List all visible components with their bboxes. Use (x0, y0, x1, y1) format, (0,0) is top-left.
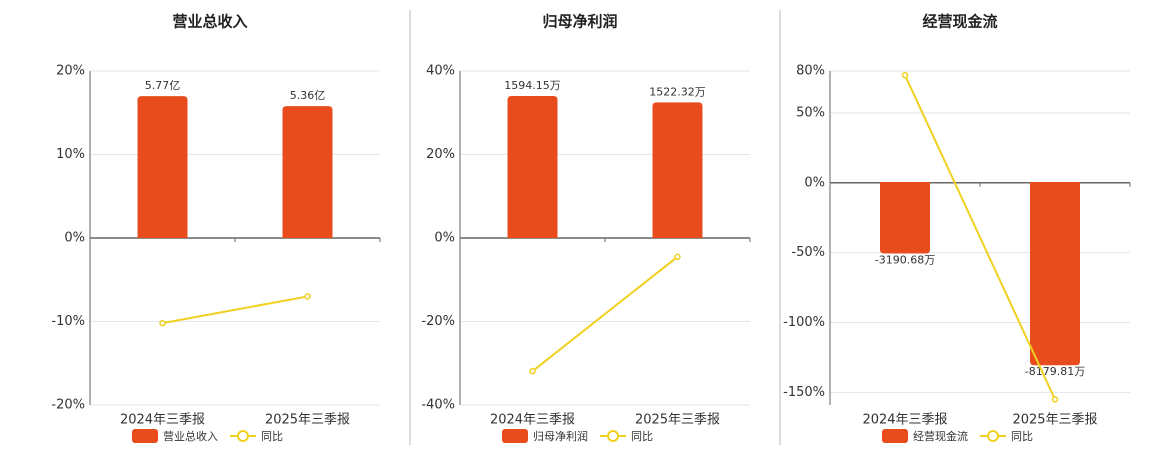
chart: 营业总收入 -20% -10% 0% 10% 20% 2024年三季报 2025年三季报 5.7… (51, 13, 381, 443)
value-label: -8179.81万 (1025, 365, 1085, 378)
x-tick-label: 2024年三季报 (862, 413, 947, 428)
value-label: 5.36亿 (290, 89, 326, 102)
legend-label: 同比 (261, 430, 283, 443)
bar (652, 102, 703, 238)
chart-title: 营业总收入 (172, 13, 247, 31)
line-point (529, 367, 536, 375)
y-tick-label: 40% (426, 64, 455, 79)
y-tick-label: 80% (796, 64, 825, 79)
line-point (674, 253, 681, 261)
legend-label: 经营现金流 (913, 429, 968, 443)
y-tick-label: 20% (56, 64, 85, 79)
y-tick-label: -40% (421, 398, 455, 413)
value-label: 5.77亿 (145, 79, 181, 92)
x-tick-label: 2025年三季报 (635, 413, 720, 428)
legend-swatch (237, 430, 249, 442)
legend-swatch (502, 429, 528, 443)
line-point (901, 71, 909, 79)
x-tick-label: 2024年三季报 (490, 413, 575, 428)
line (531, 256, 679, 372)
value-label: 1594.15万 (504, 79, 561, 92)
line (162, 295, 308, 325)
bar (137, 96, 188, 239)
legend-label: 营业总收入 (163, 429, 218, 443)
legend-swatch (607, 430, 619, 442)
bar (282, 106, 333, 238)
legend-swatch (132, 429, 158, 443)
bar (1030, 181, 1080, 366)
chart: 经营现金流 -150% -100% -50% 0% 50% 80% 2024年三季报 2025年… (783, 13, 1131, 443)
bar (880, 181, 930, 254)
legend-label: 归母净利润 (533, 429, 588, 443)
y-tick-label: 20% (426, 147, 455, 162)
x-tick-label: 2025年三季报 (1012, 413, 1097, 428)
y-tick-label: -10% (51, 314, 85, 329)
bar (507, 96, 558, 238)
x-tick-label: 2025年三季报 (265, 413, 350, 428)
y-tick-label: 10% (56, 147, 85, 162)
y-tick-label: -100% (783, 315, 825, 330)
chart: 归母净利润 -40% -20% 0% 20% 40% 2024年三季报 2025年三季报 159… (421, 13, 751, 443)
value-label: 1522.32万 (649, 85, 706, 98)
chart-title: 经营现金流 (922, 13, 997, 31)
y-tick-label: 0% (64, 231, 85, 246)
legend-swatch (987, 430, 999, 442)
line-point (304, 293, 311, 300)
y-tick-label: -150% (783, 385, 825, 400)
line-point (1051, 396, 1059, 403)
chart-title: 归母净利润 (542, 13, 617, 31)
y-tick-label: -20% (51, 398, 85, 413)
legend-label: 同比 (631, 430, 653, 443)
y-tick-label: 50% (796, 105, 825, 120)
y-tick-label: 0% (434, 231, 455, 246)
y-tick-label: 0% (804, 175, 825, 190)
line (904, 74, 1056, 400)
line-point (159, 319, 166, 327)
legend-swatch (882, 429, 908, 443)
value-label: -3190.68万 (875, 253, 935, 266)
x-tick-label: 2024年三季报 (120, 413, 205, 428)
legend-label: 同比 (1011, 430, 1033, 443)
y-tick-label: -20% (421, 314, 455, 329)
y-tick-label: -50% (791, 245, 825, 260)
